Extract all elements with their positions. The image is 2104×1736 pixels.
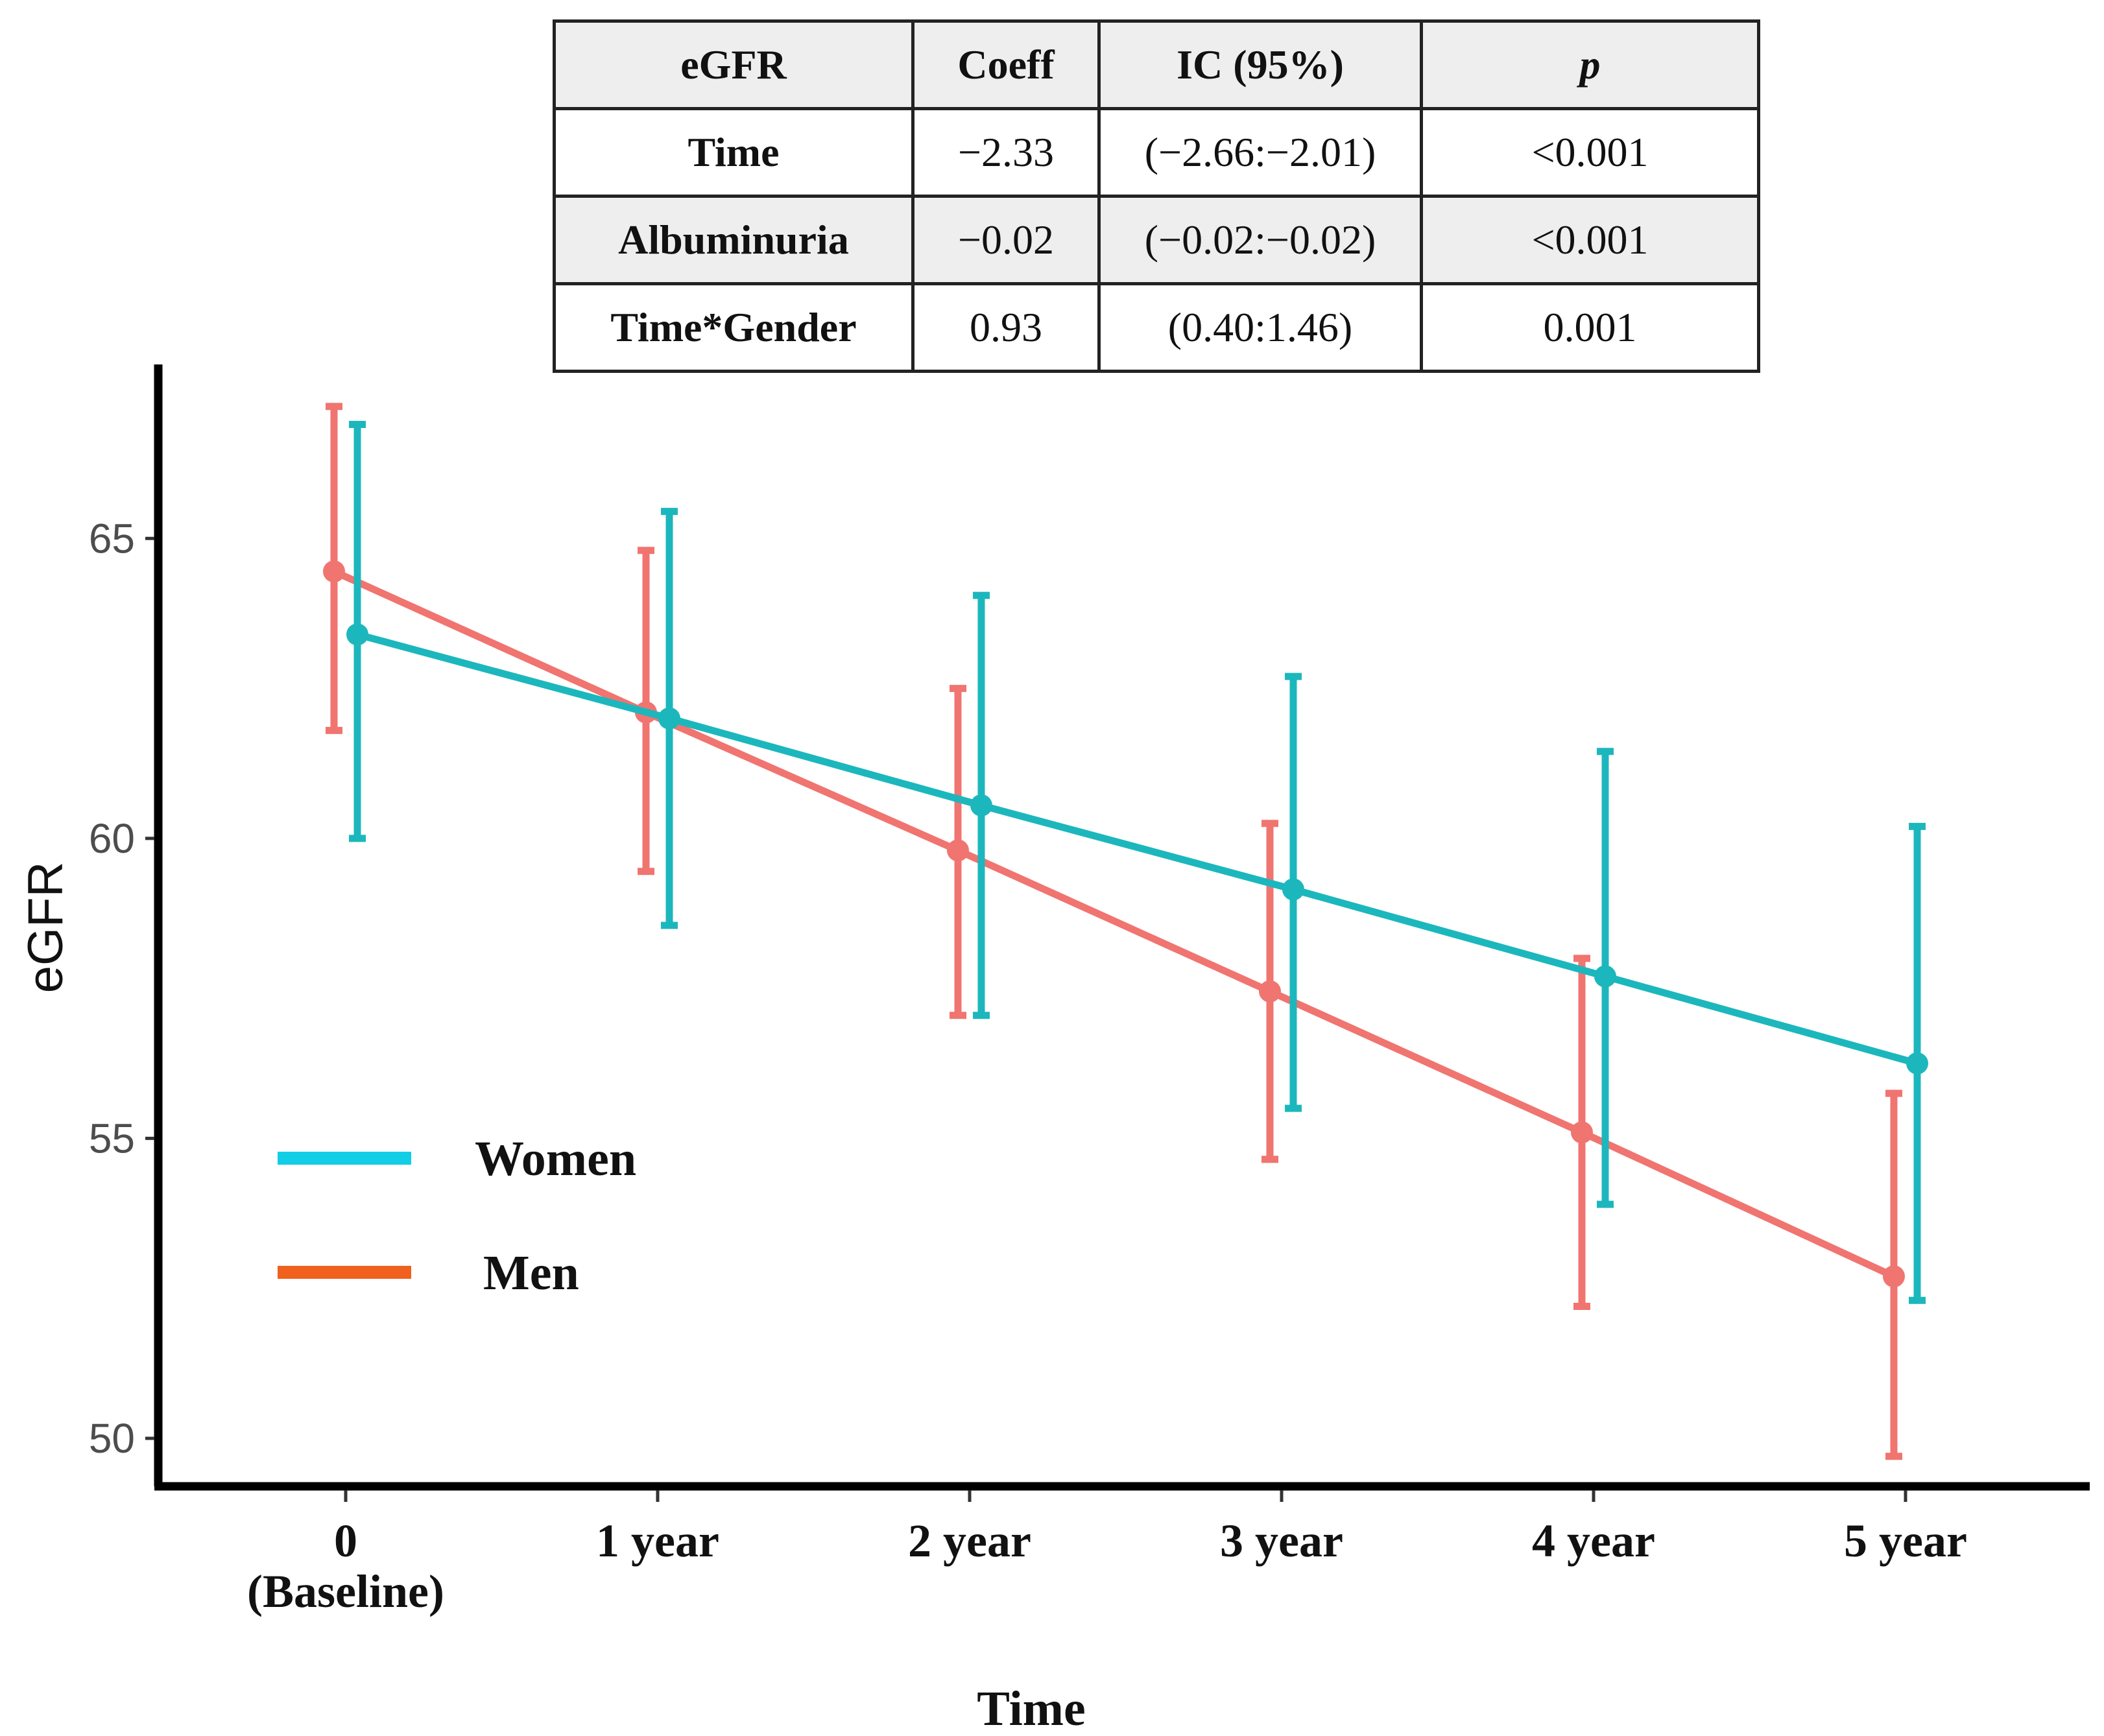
data-point-men [323, 560, 345, 583]
table-cell: (−0.02:−0.02) [1097, 195, 1423, 285]
legend-label-women: Women [475, 1132, 636, 1186]
y-tick-label: 60 [89, 815, 135, 862]
data-point-women [1906, 1052, 1928, 1075]
y-tick-label: 55 [89, 1115, 135, 1161]
y-tick-label: 65 [89, 515, 135, 562]
table-header-cell: p [1420, 19, 1760, 110]
table-cell: (−2.66:−2.01) [1097, 107, 1423, 198]
legend: Women Men [278, 1132, 636, 1300]
table-cell: <0.001 [1420, 107, 1760, 198]
table-cell: Time [553, 107, 915, 198]
table-header-row: eGFR Coeff IC (95%) p [553, 19, 1760, 110]
legend-label-men: Men [483, 1246, 579, 1300]
table-row: Time*Gender 0.93 (0.40:1.46) 0.001 [553, 282, 1760, 373]
data-point-men [1571, 1121, 1593, 1144]
regression-table: eGFR Coeff IC (95%) p Time −2.33 (−2.66:… [553, 19, 1760, 373]
x-tick-label: 4 year [1532, 1515, 1655, 1567]
data-point-women [1594, 965, 1616, 988]
table-row: Albuminuria −0.02 (−0.02:−0.02) <0.001 [553, 195, 1760, 285]
series-layer [323, 403, 1928, 1460]
table-cell: Time*Gender [553, 282, 915, 373]
data-point-women [658, 707, 680, 730]
table-header-cell: Coeff [911, 19, 1101, 110]
x-tick-label: 1 year [596, 1515, 719, 1567]
table-row: Time −2.33 (−2.66:−2.01) <0.001 [553, 107, 1760, 198]
table-cell: 0.001 [1420, 282, 1760, 373]
table-cell: −0.02 [911, 195, 1101, 285]
x-tick-label: 2 year [908, 1515, 1031, 1567]
x-tick-label: 0 (Baseline) [247, 1515, 444, 1617]
y-tick-label: 50 [89, 1415, 135, 1462]
series-men [323, 403, 1905, 1460]
series-line-men [332, 568, 1896, 1280]
table-cell: <0.001 [1420, 195, 1760, 285]
table-header-cell: IC (95%) [1097, 19, 1423, 110]
data-point-men [947, 839, 969, 862]
table-cell: −2.33 [911, 107, 1101, 198]
x-tick-label: 3 year [1220, 1515, 1343, 1567]
data-point-men [1259, 980, 1281, 1003]
table-cell: 0.93 [911, 282, 1101, 373]
table-header-cell: eGFR [553, 19, 915, 110]
data-point-men [1883, 1265, 1905, 1288]
table-cell: Albuminuria [553, 195, 915, 285]
series-line-women [356, 630, 1919, 1067]
table-cell: (0.40:1.46) [1097, 282, 1423, 373]
data-point-women [1282, 878, 1304, 901]
y-ticks: 50 55 60 65 [89, 515, 154, 1462]
x-tick-label: 5 year [1844, 1515, 1967, 1567]
x-ticks: 0 (Baseline) 1 year 2 year 3 year 4 year 5 yea… [247, 1490, 1967, 1617]
data-point-women [346, 623, 368, 646]
series-women [346, 421, 1928, 1304]
data-point-women [970, 794, 992, 816]
x-axis-title: Time [977, 1682, 1085, 1736]
y-axis-title: eGFR [18, 862, 73, 993]
